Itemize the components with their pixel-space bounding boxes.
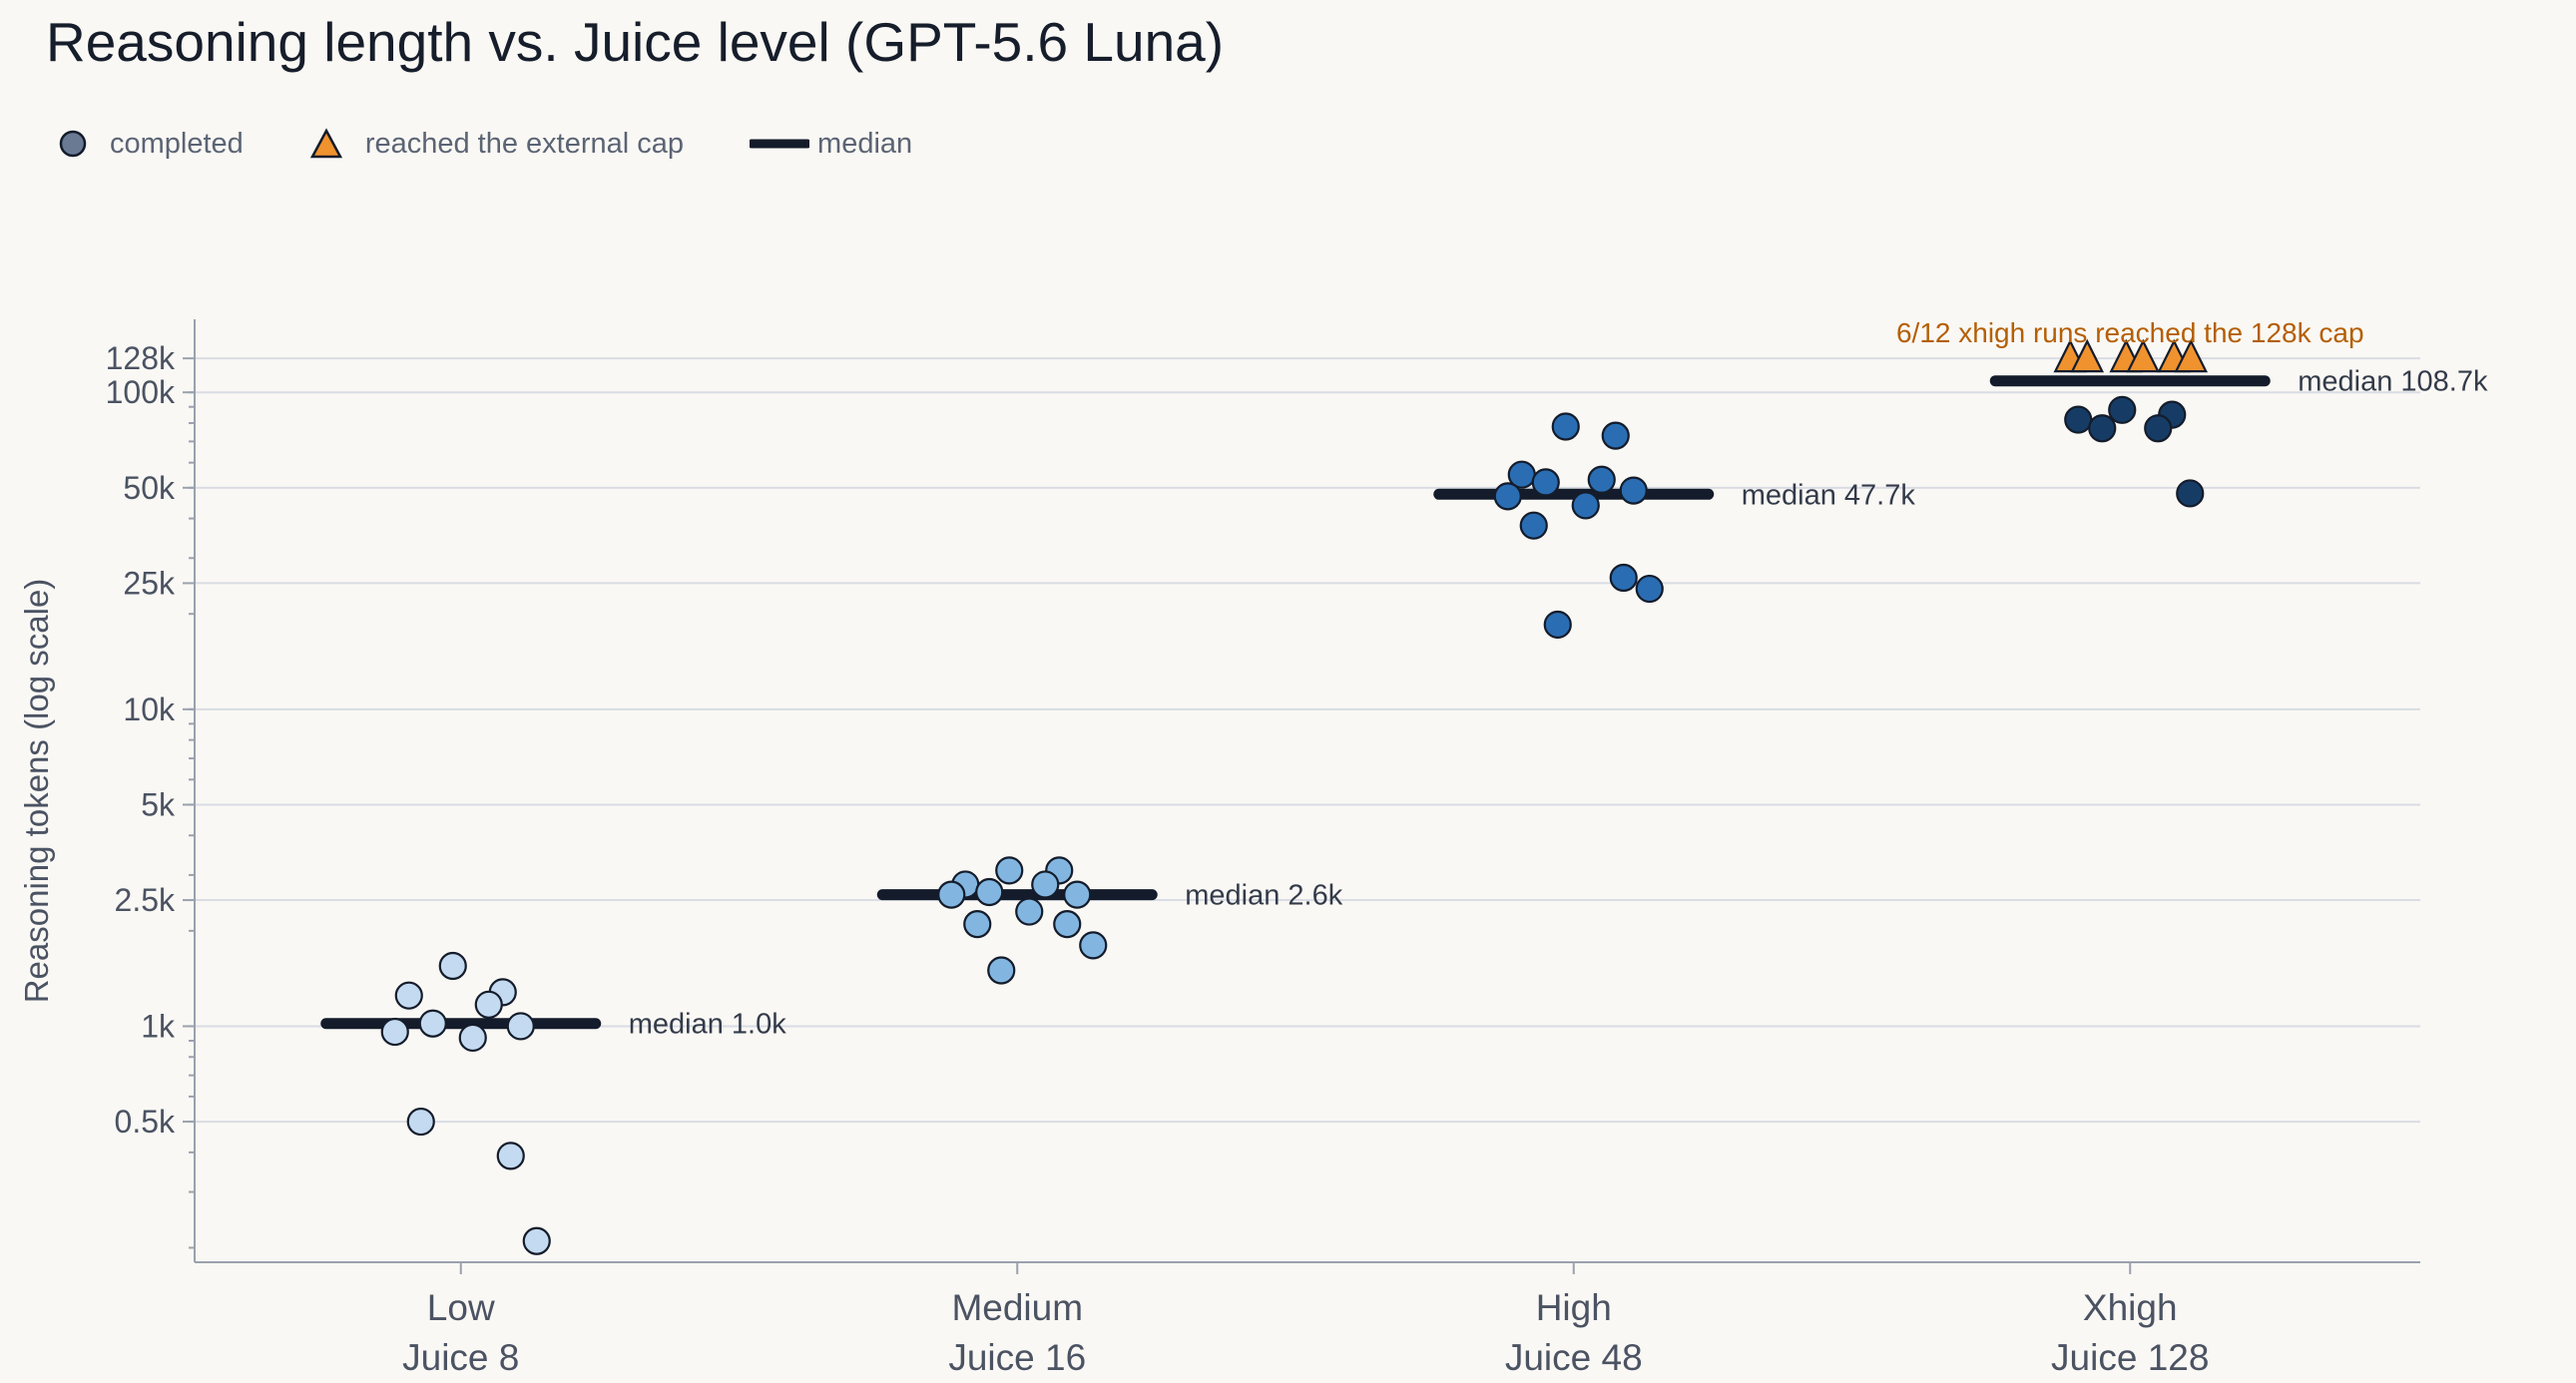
median-label: median 2.6k <box>1185 880 1342 912</box>
legend-marker-triangle <box>309 128 342 159</box>
legend-label-completed: completed <box>110 127 244 160</box>
data-point-capped <box>2174 338 2209 373</box>
y-tick-label: 10k <box>123 692 176 727</box>
legend-item-median: median <box>750 128 912 161</box>
x-tick-label-juice: Juice 8 <box>402 1337 519 1378</box>
x-tick-label-level: Low <box>427 1287 495 1328</box>
legend-marker-line <box>750 139 810 149</box>
data-point-completed <box>1587 465 1616 494</box>
data-point-completed <box>2088 414 2117 443</box>
legend-label-capped: reached the external cap <box>364 127 685 160</box>
data-point-completed <box>1601 421 1630 450</box>
x-tick-label-juice: Juice 48 <box>1505 1337 1643 1378</box>
y-tick-label: 5k <box>141 786 176 822</box>
data-point-completed <box>1571 491 1600 520</box>
y-tick-label: 0.5k <box>115 1104 176 1140</box>
cap-annotation: 6/12 xhigh runs reached the 128k cap <box>1896 317 2364 348</box>
legend-label-median: median <box>817 127 913 160</box>
median-label: median 47.7k <box>1742 479 1916 511</box>
median-label: median 1.0k <box>629 1009 786 1041</box>
data-point-completed <box>418 1009 447 1038</box>
data-point-completed <box>937 880 966 909</box>
legend: completed reached the external cap media… <box>58 122 978 166</box>
legend-marker-circle <box>59 130 87 158</box>
data-point-completed <box>1015 897 1044 926</box>
data-point-completed <box>406 1107 435 1137</box>
data-point-completed <box>474 990 503 1019</box>
data-point-completed <box>496 1142 525 1170</box>
data-point-completed <box>1551 412 1580 441</box>
data-point-completed <box>1531 468 1560 497</box>
data-point-completed <box>1619 476 1648 505</box>
data-point-completed <box>522 1226 551 1255</box>
data-point-completed <box>1079 931 1108 960</box>
data-point-completed <box>2108 395 2137 424</box>
data-point-completed <box>963 910 992 939</box>
legend-item-completed: completed <box>58 128 244 161</box>
data-point-capped <box>2070 338 2105 373</box>
y-axis-label: Reasoning tokens (log scale) <box>18 579 55 1004</box>
data-point-completed <box>380 1017 409 1047</box>
y-tick-label: 128k <box>106 340 176 376</box>
data-point-completed <box>1543 610 1572 640</box>
data-point-completed <box>2064 405 2093 434</box>
data-point-completed <box>1063 880 1092 909</box>
data-point-completed <box>1609 563 1638 593</box>
legend-item-capped: reached the external cap <box>309 128 684 161</box>
y-tick-label: 1k <box>141 1008 176 1044</box>
data-point-completed <box>2176 479 2205 508</box>
data-point-completed <box>458 1023 487 1053</box>
data-point-completed <box>394 981 423 1010</box>
data-point-capped <box>2126 338 2161 373</box>
x-tick-label-level: Xhigh <box>2083 1287 2178 1328</box>
data-point-completed <box>1031 870 1060 899</box>
median-label: median 108.7k <box>2298 366 2488 398</box>
x-tick-label-level: High <box>1536 1287 1612 1328</box>
y-tick-label: 25k <box>123 565 176 601</box>
x-tick-label-level: Medium <box>951 1287 1083 1328</box>
x-tick-label-juice: Juice 16 <box>948 1337 1086 1378</box>
data-point-completed <box>506 1012 535 1041</box>
data-point-completed <box>1053 910 1082 939</box>
data-point-completed <box>987 956 1016 985</box>
y-tick-label: 100k <box>106 374 176 410</box>
data-point-completed <box>995 856 1024 885</box>
y-tick-label: 2.5k <box>115 882 176 918</box>
data-point-completed <box>975 877 1004 907</box>
data-point-completed <box>1635 574 1664 604</box>
data-point-completed <box>1493 482 1522 511</box>
y-tick-label: 50k <box>123 470 176 506</box>
data-point-completed <box>438 951 467 981</box>
chart-title: Reasoning length vs. Juice level (GPT-5.… <box>46 11 1225 73</box>
x-tick-label-juice: Juice 128 <box>2051 1337 2209 1378</box>
data-point-completed <box>1519 511 1548 540</box>
data-point-completed <box>2144 414 2173 443</box>
